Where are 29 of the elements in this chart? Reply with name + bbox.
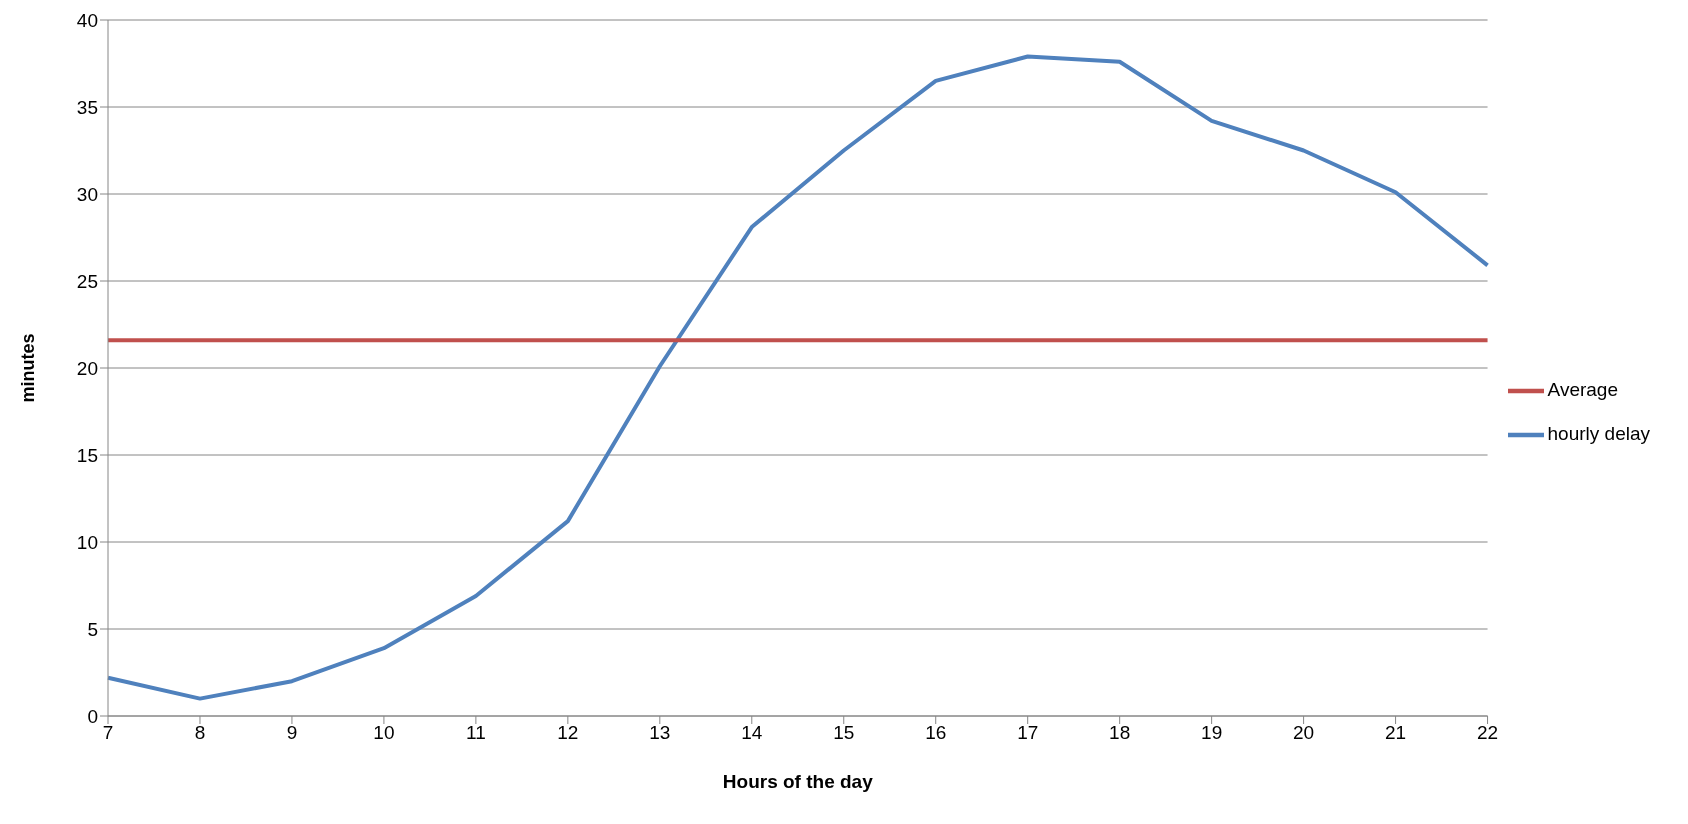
x-tick-label: 15 xyxy=(833,722,855,744)
x-tick-label: 18 xyxy=(1109,722,1131,744)
y-tick-label: 35 xyxy=(76,96,98,118)
x-tick-label: 20 xyxy=(1293,722,1315,744)
x-tick-label: 21 xyxy=(1385,722,1407,744)
x-tick-label: 13 xyxy=(649,722,671,744)
x-tick-label: 8 xyxy=(194,722,206,744)
x-tick-label: 10 xyxy=(373,722,395,744)
y-axis-title: minutes xyxy=(18,333,39,403)
x-tick-label: 12 xyxy=(557,722,579,744)
y-tick-label: 5 xyxy=(87,618,98,640)
x-tick-label: 14 xyxy=(741,722,763,744)
x-tick-label: 11 xyxy=(466,722,486,744)
y-tick-label: 15 xyxy=(76,444,98,466)
y-tick-label: 25 xyxy=(76,270,98,292)
y-tick-label: 30 xyxy=(76,183,98,205)
legend-label: Average xyxy=(1547,379,1618,400)
y-tick-label: 0 xyxy=(87,705,98,727)
y-tick-label: 20 xyxy=(76,357,98,379)
x-axis-title: Hours of the day xyxy=(722,771,874,792)
y-tick-label: 10 xyxy=(76,531,98,553)
x-tick-label: 22 xyxy=(1476,722,1499,744)
x-tick-label: 16 xyxy=(925,722,947,744)
x-tick-label: 7 xyxy=(102,722,114,744)
x-tick-label: 17 xyxy=(1017,722,1039,744)
y-tick-label: 40 xyxy=(76,9,98,31)
legend-label: hourly delay xyxy=(1547,423,1650,444)
x-tick-label: 9 xyxy=(286,722,298,744)
x-tick-label: 19 xyxy=(1201,722,1223,744)
